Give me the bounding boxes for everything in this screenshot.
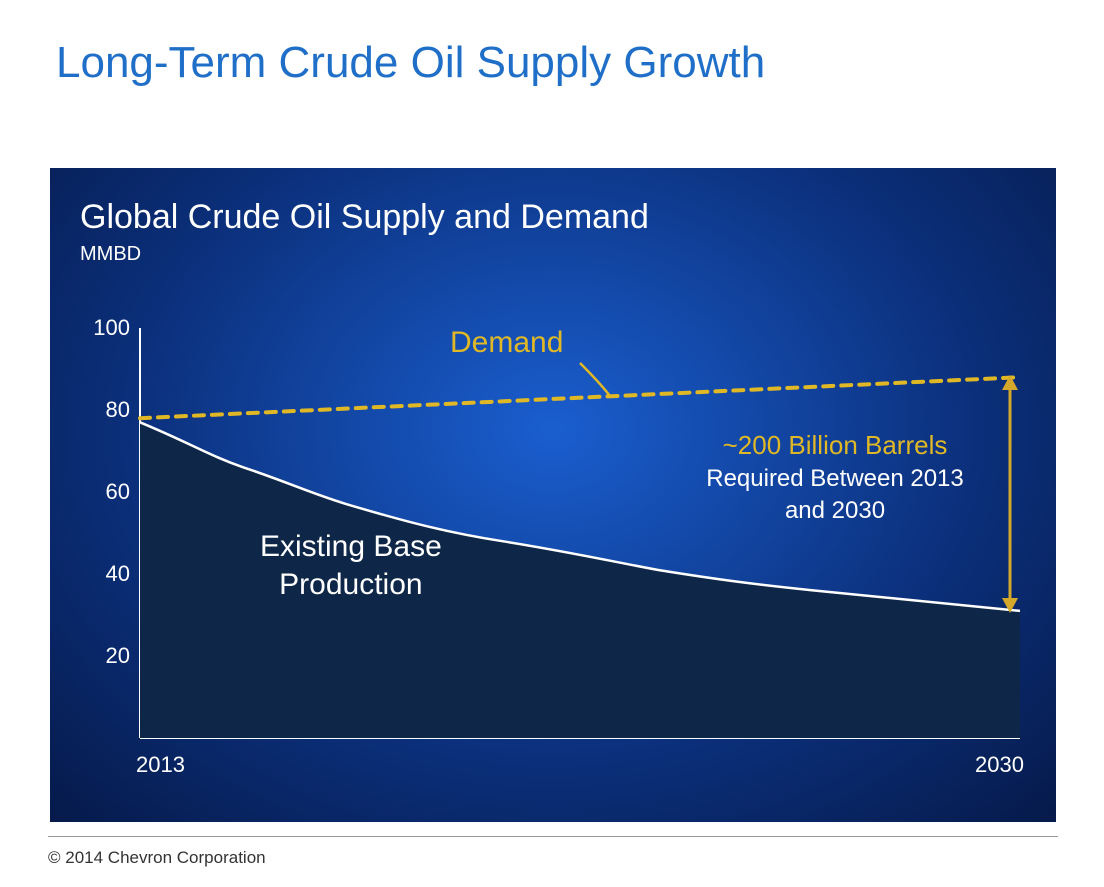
callout-line1: ~200 Billion Barrels — [680, 428, 990, 463]
gap-arrow — [1002, 375, 1018, 613]
demand-line — [140, 377, 1020, 418]
y-tick-100: 100 — [80, 315, 130, 341]
y-tick-60: 60 — [80, 479, 130, 505]
chart-subtitle: MMBD — [50, 237, 1056, 266]
chart-title: Global Crude Oil Supply and Demand — [50, 168, 1056, 237]
gap-callout: ~200 Billion Barrels Required Between 20… — [680, 428, 990, 528]
callout-line2: Required Between 2013 — [680, 463, 990, 495]
plot-area: 100 80 60 40 20 2013 2030 Demand — [140, 328, 1020, 738]
footer-rule — [48, 836, 1058, 837]
y-tick-80: 80 — [80, 397, 130, 423]
y-tick-40: 40 — [80, 561, 130, 587]
base-production-label: Existing Base Production — [260, 528, 442, 603]
x-tick-start: 2013 — [136, 752, 185, 778]
chart-panel: Global Crude Oil Supply and Demand MMBD … — [50, 168, 1056, 822]
y-tick-20: 20 — [80, 643, 130, 669]
demand-label: Demand — [450, 326, 563, 360]
x-tick-end: 2030 — [975, 752, 1024, 778]
slide-title: Long-Term Crude Oil Supply Growth — [0, 0, 1104, 88]
callout-line3: and 2030 — [680, 495, 990, 527]
demand-leader-line — [580, 363, 610, 396]
copyright-text: © 2014 Chevron Corporation — [48, 848, 266, 868]
